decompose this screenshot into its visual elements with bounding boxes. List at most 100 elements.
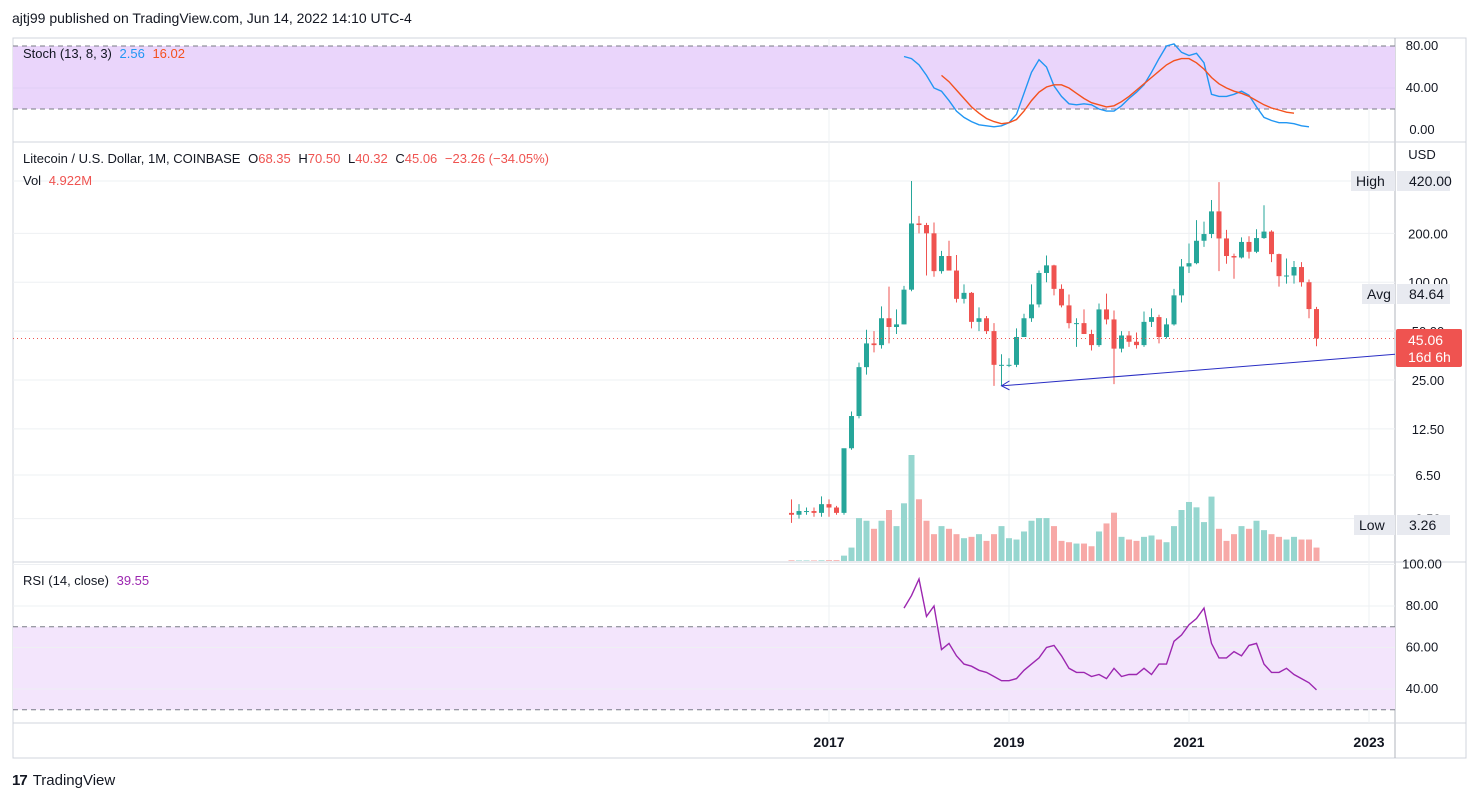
avg-marker-bg <box>1362 283 1395 304</box>
high-marker-value: 420.00 <box>1409 173 1452 189</box>
volume-bar <box>923 520 930 561</box>
low-marker-value: 3.26 <box>1409 517 1436 533</box>
candle-body <box>1194 240 1199 264</box>
candle-body <box>999 364 1004 366</box>
volume-bar <box>1238 526 1245 561</box>
volume-bar <box>1156 539 1162 561</box>
change-value: −23.26 (−34.05%) <box>444 151 549 166</box>
candle-body <box>1239 241 1244 258</box>
candle-body <box>1284 275 1289 277</box>
volume-legend: Vol 4.922M <box>23 173 96 188</box>
currency-label: USD <box>1408 147 1435 162</box>
volume-bar <box>796 560 802 561</box>
candle-body <box>916 223 922 226</box>
volume-bar <box>1043 518 1050 561</box>
candle-body <box>1269 231 1274 255</box>
candle-body <box>1096 309 1102 346</box>
candle-body <box>1261 231 1267 239</box>
price-tag-countdown: 16d 6h <box>1408 349 1451 365</box>
volume-bar <box>788 560 795 561</box>
high-marker-label: High <box>1356 173 1385 189</box>
rsi-value: 39.55 <box>116 573 150 588</box>
avg-marker-value: 84.64 <box>1409 286 1444 302</box>
volume-bar <box>848 547 855 561</box>
stoch-label: Stoch (13, 8, 3) <box>23 46 112 61</box>
volume-bar <box>1193 507 1200 561</box>
candle-body <box>1044 265 1049 273</box>
volume-bar <box>833 560 840 561</box>
candle-body <box>841 448 847 513</box>
volume-bar <box>916 499 922 561</box>
volume-bar <box>803 560 810 561</box>
candle-body <box>939 256 944 272</box>
candle-body <box>976 318 982 322</box>
volume-bar <box>871 528 877 561</box>
candle-body <box>864 343 869 368</box>
candle-body <box>1314 309 1319 339</box>
volume-bar <box>1051 526 1057 561</box>
volume-bar <box>961 538 967 561</box>
stoch-tick-label: 0.00 <box>1409 122 1434 137</box>
volume-bar <box>1283 539 1290 561</box>
volume-bar <box>983 540 990 561</box>
candle-body <box>1299 267 1304 283</box>
volume-bar <box>818 560 825 561</box>
volume-bar <box>968 536 975 561</box>
candle-body <box>811 511 817 513</box>
rsi-tick-label: 80.00 <box>1406 598 1439 613</box>
volume-bar <box>826 560 832 561</box>
price-tick-label: 12.50 <box>1412 422 1445 437</box>
candle-body <box>1179 266 1184 296</box>
candle-body <box>1164 324 1169 337</box>
brand-name: TradingView <box>32 772 116 789</box>
candle-body <box>924 225 929 234</box>
candle-body <box>1231 256 1237 258</box>
close-label: C <box>395 151 405 166</box>
candle-body <box>1141 321 1147 346</box>
stoch-k-value: 2.56 <box>119 46 145 61</box>
stoch-k-line <box>903 43 1310 128</box>
volume-bar <box>1231 534 1237 561</box>
candle-body <box>1119 335 1124 349</box>
volume-bar <box>1313 547 1320 561</box>
candle-body <box>969 292 974 322</box>
candle-body <box>1306 282 1312 310</box>
volume-bar <box>863 520 870 561</box>
volume-bar <box>1201 522 1207 561</box>
candle-body <box>789 512 794 515</box>
stoch-d-value: 16.02 <box>152 46 185 61</box>
candle-body <box>826 504 832 508</box>
rsi-pane <box>13 564 1395 711</box>
time-axis: 2017 2019 2021 2023 <box>813 734 1384 750</box>
candle-body <box>1134 341 1139 346</box>
time-tick-label: 2021 <box>1173 734 1204 750</box>
candle-body <box>1186 263 1192 267</box>
candle-body <box>1021 318 1027 337</box>
outer-frame <box>12 37 1467 759</box>
candle-body <box>1216 211 1222 239</box>
candle-body <box>804 511 809 513</box>
candle-body <box>856 367 862 417</box>
low-marker-bg <box>1354 515 1395 535</box>
high-label-legend: H <box>298 151 308 166</box>
candle-body <box>954 270 959 299</box>
candle-body <box>1059 288 1064 306</box>
trendline-arrow-icon <box>1000 380 1010 391</box>
trendline <box>1001 353 1396 387</box>
volume-bar <box>1058 540 1065 561</box>
candle-body <box>894 324 899 328</box>
candle-body <box>961 292 967 299</box>
high-value-legend: 70.50 <box>307 151 341 166</box>
candle-body <box>819 504 824 513</box>
ohlc-close: C45.06 <box>395 151 437 166</box>
volume-bar <box>1253 520 1260 561</box>
candle-body <box>1081 323 1087 334</box>
volume-bar <box>1163 542 1170 561</box>
rsi-tick-label: 40.00 <box>1406 681 1439 696</box>
volume-bar <box>1133 540 1140 561</box>
footer-branding[interactable]: 17 TradingView <box>12 772 115 789</box>
volume-bar <box>1148 535 1155 561</box>
price-axis: 80.0040.000.00USD420.00200.00100.0050.00… <box>1351 38 1462 696</box>
candle-body <box>879 318 884 346</box>
